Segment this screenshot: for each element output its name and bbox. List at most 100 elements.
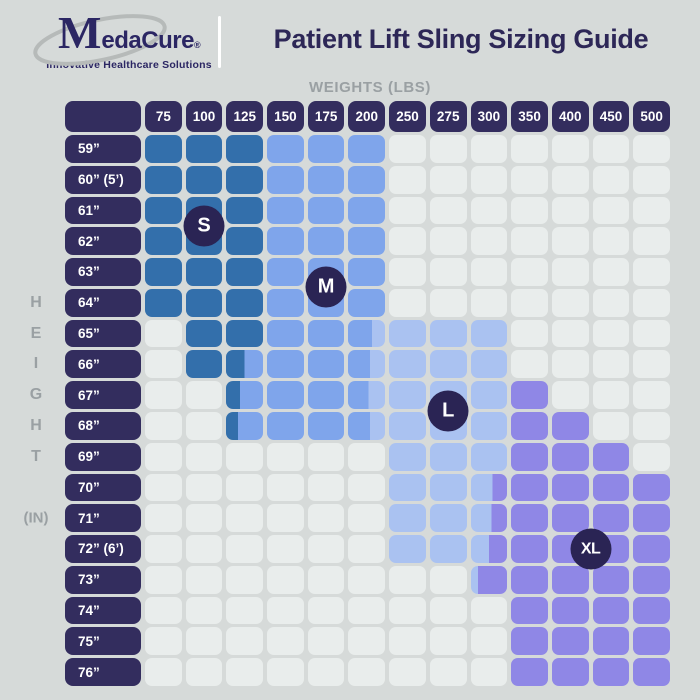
weight-column-header: 150: [267, 101, 304, 132]
grid-cell: [185, 658, 223, 686]
grid-cell: [470, 473, 508, 502]
grid-cell: [267, 504, 304, 533]
grid-cell: [348, 658, 386, 686]
grid-cell: [145, 442, 182, 471]
grid-cell: [592, 196, 630, 225]
logo-brand-text: edaCure: [101, 27, 194, 54]
grid-cell: [470, 565, 508, 594]
grid-cell: [551, 288, 589, 317]
grid-cell: [470, 596, 508, 625]
logo-initial: M: [58, 7, 102, 58]
grid-cell: [389, 319, 426, 348]
grid-cell: [307, 381, 345, 409]
grid-cell: [429, 658, 467, 686]
height-axis-letter: T: [31, 447, 41, 465]
grid-cell: [307, 135, 345, 163]
grid-cell: [226, 381, 264, 409]
grid-cell: [145, 535, 182, 563]
grid-cell: [511, 288, 548, 317]
grid-cell: [470, 535, 508, 563]
grid-cell: [592, 258, 630, 286]
grid-cell: [185, 258, 223, 286]
grid-cell: [592, 473, 630, 502]
grid-cell: [551, 442, 589, 471]
logo-swoosh-icon: [33, 14, 167, 66]
grid-cell: [389, 165, 426, 194]
grid-cell: [389, 196, 426, 225]
grid-cell: [145, 258, 182, 286]
grid-cell: [389, 288, 426, 317]
grid-cell: [145, 288, 182, 317]
grid-cell: [226, 473, 264, 502]
weight-column-header: 500: [633, 101, 670, 132]
grid-cell: [145, 196, 182, 225]
height-row-header: 66”: [65, 350, 141, 379]
grid-cell: [633, 288, 670, 317]
grid-cell: [226, 658, 264, 686]
grid-cell: [511, 412, 548, 440]
weight-column-header: 350: [511, 101, 548, 132]
grid-cell: [145, 565, 182, 594]
height-row-header: 71”: [65, 504, 141, 533]
grid-cell: [389, 258, 426, 286]
grid-cell: [267, 258, 304, 286]
grid-cell: [307, 319, 345, 348]
grid-cell: [429, 473, 467, 502]
grid-cell: [267, 319, 304, 348]
grid-cell: [551, 627, 589, 656]
grid-cell: [389, 596, 426, 625]
grid-cell: [551, 596, 589, 625]
grid-cell: [429, 350, 467, 379]
grid-cell: [511, 165, 548, 194]
grid-cell: [429, 196, 467, 225]
grid-cell: [429, 319, 467, 348]
grid-cell: [389, 504, 426, 533]
grid-cell: [267, 227, 304, 256]
grid-cell: [226, 165, 264, 194]
grid-cell: [226, 135, 264, 163]
grid-cell: [429, 288, 467, 317]
height-row-header: 73”: [65, 565, 141, 594]
grid-cell: [267, 442, 304, 471]
grid-cell: [470, 381, 508, 409]
grid-cell: [348, 135, 386, 163]
grid-cell: [592, 319, 630, 348]
grid-cell: [592, 596, 630, 625]
size-badge-s: S: [183, 205, 225, 247]
grid-cell: [348, 535, 386, 563]
grid-cell: [511, 565, 548, 594]
grid-cell: [470, 288, 508, 317]
grid-cell: [551, 504, 589, 533]
grid-cell: [429, 258, 467, 286]
grid-cell: [389, 658, 426, 686]
grid-cell: [633, 381, 670, 409]
grid-cell: [551, 196, 589, 225]
grid-cell: [511, 658, 548, 686]
grid-cell: [267, 596, 304, 625]
grid-cell: [633, 135, 670, 163]
grid-cell: [348, 319, 386, 348]
grid-cell: [470, 227, 508, 256]
grid-cell: [511, 627, 548, 656]
height-row-header: 65”: [65, 319, 141, 348]
grid-cell: [551, 350, 589, 379]
grid-cell: [348, 288, 386, 317]
grid-cell: [267, 165, 304, 194]
grid-cell: [267, 658, 304, 686]
height-axis-letter: I: [33, 355, 39, 373]
grid-cell: [348, 442, 386, 471]
weight-column-header: 200: [348, 101, 386, 132]
grid-cell: [551, 258, 589, 286]
grid-cell: [429, 442, 467, 471]
weight-column-header: 275: [429, 101, 467, 132]
grid-cell: [592, 504, 630, 533]
grid-cell: [267, 473, 304, 502]
weight-column-header: 175: [307, 101, 345, 132]
grid-cell: [348, 350, 386, 379]
height-row-header: 64”: [65, 288, 141, 317]
grid-cell: [633, 473, 670, 502]
grid-cell: [429, 504, 467, 533]
grid-cell: [145, 135, 182, 163]
grid-cell: [348, 381, 386, 409]
